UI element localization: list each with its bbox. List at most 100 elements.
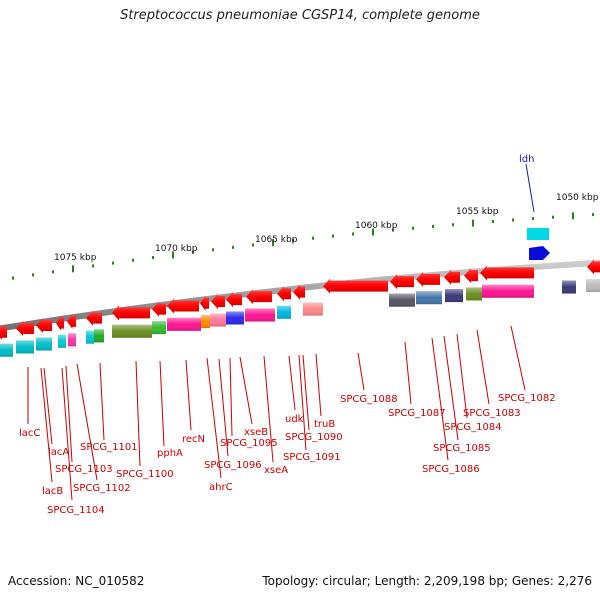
functional-category-bars: [0, 279, 600, 357]
gene-label-SPCG_1090[interactable]: SPCG_1090: [285, 432, 343, 443]
minor-tick-mark: [152, 256, 154, 260]
gene-label-leader-line: [263, 355, 274, 463]
gene-label-SPCG_1100[interactable]: SPCG_1100: [116, 469, 174, 480]
cog-bar-shading: [201, 315, 210, 329]
minor-tick-mark: [392, 228, 394, 232]
cog-bar-shading: [16, 340, 34, 354]
gene-arrow: [416, 271, 440, 287]
gene-label-leader-line: [206, 357, 222, 479]
cog-bar-shading: [586, 279, 600, 293]
cog-bar-shading: [389, 293, 415, 307]
gene-label-leader-line: [43, 367, 53, 445]
gene-label-SPCG_1082[interactable]: SPCG_1082: [498, 393, 556, 404]
minor-tick-mark: [332, 234, 334, 238]
gene-label-SPCG_1084[interactable]: SPCG_1084: [444, 422, 502, 433]
minor-tick-mark: [552, 215, 554, 219]
gene-label-leader-line: [357, 352, 365, 391]
gene-arrow: [56, 315, 64, 331]
gene-arrow: [67, 313, 76, 329]
gene-label-SPCG_1086[interactable]: SPCG_1086: [422, 464, 480, 475]
cog-bar-shading: [0, 343, 13, 357]
cog-bar-shading: [562, 280, 576, 294]
minor-tick-mark: [32, 273, 34, 277]
cog-bar-shading: [226, 311, 244, 325]
gene-label-SPCG_1096[interactable]: SPCG_1096: [204, 460, 262, 471]
cog-bar-shading: [210, 313, 226, 327]
cog-bar-shading: [58, 334, 66, 348]
minor-tick-mark: [232, 245, 234, 249]
gene-label-leader-line: [431, 337, 449, 461]
gene-label-lacC[interactable]: lacC: [19, 428, 40, 439]
gene-label-SPCG_1087[interactable]: SPCG_1087: [388, 408, 446, 419]
cog-bar-shading: [445, 289, 463, 303]
gene-label-leader-line: [159, 360, 165, 447]
gene-label-SPCG_1102[interactable]: SPCG_1102: [73, 483, 131, 494]
gene-arrow: [587, 259, 600, 275]
gene-arrow: [36, 318, 52, 334]
gene-label-xseA[interactable]: xseA: [264, 465, 288, 476]
gene-label-recN[interactable]: recN: [182, 434, 205, 445]
gene-arrow: [167, 298, 199, 314]
gene-label-leader-line: [239, 356, 253, 425]
tick-label-1055: 1055 kbp: [456, 207, 499, 217]
gene-label-leader-line: [40, 367, 53, 483]
gene-label-truB[interactable]: truB: [314, 419, 335, 430]
tick-label-1060: 1060 kbp: [355, 221, 398, 231]
gene-label-leader-line: [288, 355, 296, 411]
gene-label-SPCG_1104[interactable]: SPCG_1104: [47, 505, 105, 516]
tick-label-1075: 1075 kbp: [54, 253, 97, 263]
minor-tick-mark: [212, 248, 214, 252]
minor-tick-mark: [532, 217, 534, 221]
minor-tick-mark: [412, 226, 414, 230]
gene-label-xseB[interactable]: xseB: [244, 427, 268, 438]
cog-bar-shading: [466, 287, 482, 301]
minor-ticks: [12, 212, 594, 280]
ldh-label[interactable]: ldh: [519, 154, 534, 165]
cog-bar-shading: [86, 330, 94, 344]
cog-bar-shading: [68, 333, 76, 347]
minor-tick-mark: [192, 250, 194, 254]
gene-arrow: [200, 295, 209, 311]
minor-tick-mark: [312, 236, 314, 240]
minor-tick-mark: [52, 270, 54, 274]
gene-label-SPCG_1088[interactable]: SPCG_1088: [340, 394, 398, 405]
gene-label-SPCG_1101[interactable]: SPCG_1101: [80, 442, 138, 453]
cog-bar-shading: [303, 302, 323, 316]
gene-arrow: [152, 301, 166, 317]
gene-label-SPCG_1085[interactable]: SPCG_1085: [433, 443, 491, 454]
gene-label-leader-line: [298, 354, 307, 451]
gene-arrow: [480, 265, 534, 281]
ldh-cog-bar: [527, 228, 549, 240]
gene-labels: lacC lacA lacB SPCG_1104 SPCG_1103 SPCG_…: [19, 325, 556, 516]
gene-label-SPCG_1083[interactable]: SPCG_1083: [463, 408, 521, 419]
minor-tick-mark: [352, 232, 354, 236]
tick-scale: 1050 kbp 1055 kbp 1060 kbp 1065 kbp 1070…: [12, 193, 599, 280]
gene-label-pphA[interactable]: pphA: [157, 448, 183, 459]
gene-label-ahrC[interactable]: ahrC: [209, 482, 233, 493]
tick-label-1050: 1050 kbp: [556, 193, 599, 203]
minor-tick-mark: [592, 213, 594, 217]
cog-bar-shading: [152, 321, 166, 335]
accession-text: Accession: NC_010582: [8, 574, 145, 588]
gene-label-lacB[interactable]: lacB: [42, 486, 63, 497]
highlighted-gene-ldh[interactable]: ldh: [519, 154, 550, 260]
gene-label-lacA[interactable]: lacA: [48, 447, 69, 458]
genome-summary-text: Topology: circular; Length: 2,209,198 bp…: [262, 574, 592, 588]
gene-label-SPCG_1091[interactable]: SPCG_1091: [283, 452, 341, 463]
gene-label-udk[interactable]: udk: [285, 414, 304, 425]
gene-arrow: [211, 294, 225, 310]
gene-label-leader-line: [218, 358, 229, 457]
gene-label-SPCG_1095[interactable]: SPCG_1095: [220, 438, 278, 449]
cog-bar-shading: [245, 308, 275, 322]
gene-label-leader-line: [443, 335, 459, 441]
major-tick-mark: [72, 265, 74, 273]
major-tick-mark: [272, 239, 274, 247]
gene-arrow: [293, 284, 305, 300]
major-tick-mark: [472, 219, 474, 227]
gene-arrows: [0, 259, 600, 340]
cog-bar-shading: [167, 317, 201, 331]
gene-label-leader-line: [76, 363, 98, 481]
gene-arrow: [246, 289, 272, 305]
gene-label-SPCG_1103[interactable]: SPCG_1103: [55, 464, 113, 475]
